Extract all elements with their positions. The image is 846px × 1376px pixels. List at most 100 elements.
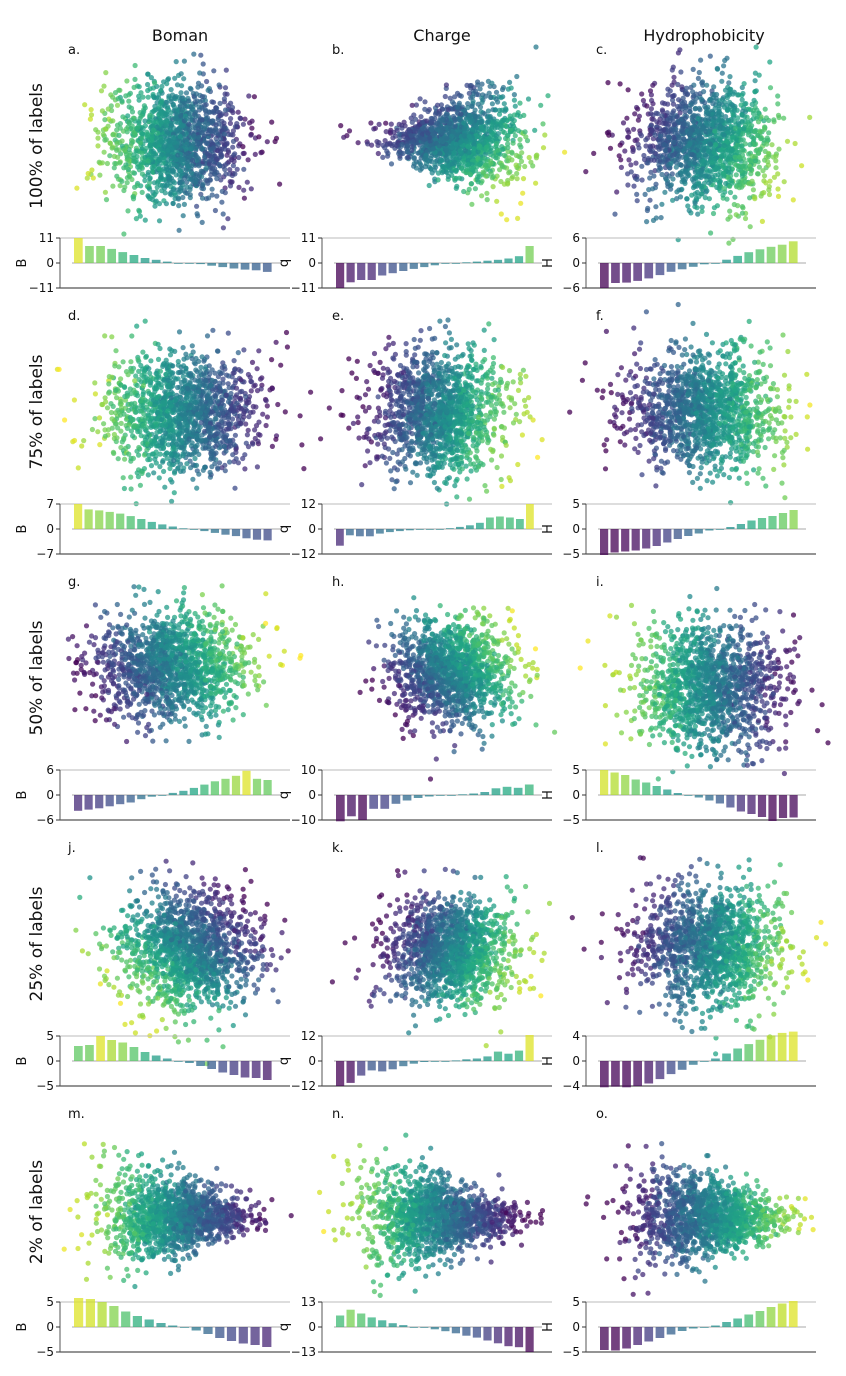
scatter-point (738, 137, 744, 143)
scatter-point (729, 146, 735, 152)
scatter-point (755, 150, 762, 156)
scatter-point (443, 82, 449, 88)
scatter-point (277, 181, 283, 187)
scatter-point (639, 163, 645, 169)
scatter-point (714, 203, 721, 209)
scatter-point (210, 109, 216, 115)
scatter-point (205, 180, 211, 186)
scatter-point (115, 154, 121, 160)
scatter-point (121, 147, 128, 153)
scatter-point (199, 83, 205, 89)
scatter-point (530, 163, 536, 169)
scatter-point (644, 207, 651, 214)
bar (666, 263, 676, 272)
scatter-point (149, 134, 155, 140)
scatter-point (458, 111, 464, 117)
scatter-point (112, 90, 119, 96)
scatter-point (156, 201, 163, 207)
scatter-point (465, 143, 471, 150)
scatter-point (213, 126, 219, 132)
scatter-point (641, 152, 647, 159)
bar (336, 263, 345, 288)
scatter-point (380, 154, 386, 160)
scatter-point (174, 82, 181, 88)
scatter-point (433, 164, 439, 170)
scatter-point (222, 190, 228, 196)
scatter-point (153, 119, 159, 125)
scatter-point (704, 154, 710, 160)
scatter-point (719, 70, 725, 76)
scatter-point (218, 152, 224, 158)
scatter-point (667, 183, 674, 189)
scatter-point (692, 99, 698, 105)
scatter-point (704, 188, 710, 194)
scatter-point (230, 138, 237, 144)
bar (788, 241, 798, 263)
scatter-point (418, 114, 424, 120)
scatter-point (143, 145, 149, 151)
scatter-point (183, 90, 190, 96)
column-title-boman: Boman (152, 26, 208, 45)
scatter-point (654, 127, 660, 133)
scatter-point (408, 133, 414, 139)
panel-d: d.70−7B (15, 309, 307, 561)
scatter-point (761, 173, 768, 179)
scatter-point (413, 116, 419, 122)
scatter-point (583, 169, 589, 175)
scatter-point (121, 187, 127, 194)
scatter-point (771, 117, 777, 123)
scatter-point (666, 173, 672, 179)
scatter-point (533, 44, 539, 50)
scatter-point (659, 113, 665, 119)
bar (722, 259, 731, 263)
scatter-point (172, 75, 178, 81)
scatter-point (146, 366, 152, 372)
scatter-point (447, 120, 453, 126)
scatter-point (704, 82, 710, 88)
scatter-point (463, 138, 469, 144)
scatter-point (230, 144, 236, 150)
scatter-point (131, 158, 137, 164)
bar (162, 261, 172, 263)
column-titles: Boman Charge Hydrophobicity (152, 26, 765, 45)
scatter-point (221, 96, 227, 102)
scatter-point (742, 141, 748, 147)
bar (346, 263, 355, 283)
scatter-point (799, 163, 805, 169)
scatter-point (199, 117, 205, 123)
scatter-point (732, 194, 738, 200)
y-tick-label: −6 (562, 281, 580, 295)
scatter-point (75, 465, 81, 471)
scatter-point (177, 133, 183, 139)
scatter-point (775, 93, 781, 99)
row-title-75: 75% of labels (27, 354, 47, 469)
scatter-point (493, 155, 499, 161)
scatter-point (369, 142, 375, 148)
scatter-point (721, 142, 727, 149)
bar (420, 263, 429, 268)
scatter-point (750, 187, 757, 193)
scatter-point (251, 94, 257, 100)
bar (399, 263, 408, 271)
scatter-point (650, 186, 656, 192)
scatter-point (376, 140, 382, 146)
scatter-point (71, 397, 77, 403)
bar (441, 263, 450, 264)
scatter-point (219, 199, 225, 205)
scatter-point (428, 119, 434, 125)
scatter-point (135, 125, 141, 131)
scatter-point (683, 155, 689, 161)
scatter-point (209, 99, 215, 105)
scatter-point (412, 128, 418, 134)
scatter-point (648, 106, 655, 112)
scatter-point (762, 106, 768, 112)
scatter-point (107, 153, 113, 159)
scatter-point (186, 98, 192, 104)
panels: a.110−11Bb.110−11qc.60−6Hd.70−7Be.120−12… (15, 43, 831, 1359)
scatter-point (692, 200, 698, 206)
scatter-point (540, 121, 546, 127)
scatter-point (464, 161, 471, 168)
scatter-point (177, 185, 184, 191)
scatter-point (109, 145, 115, 151)
scatter-point (192, 99, 198, 105)
